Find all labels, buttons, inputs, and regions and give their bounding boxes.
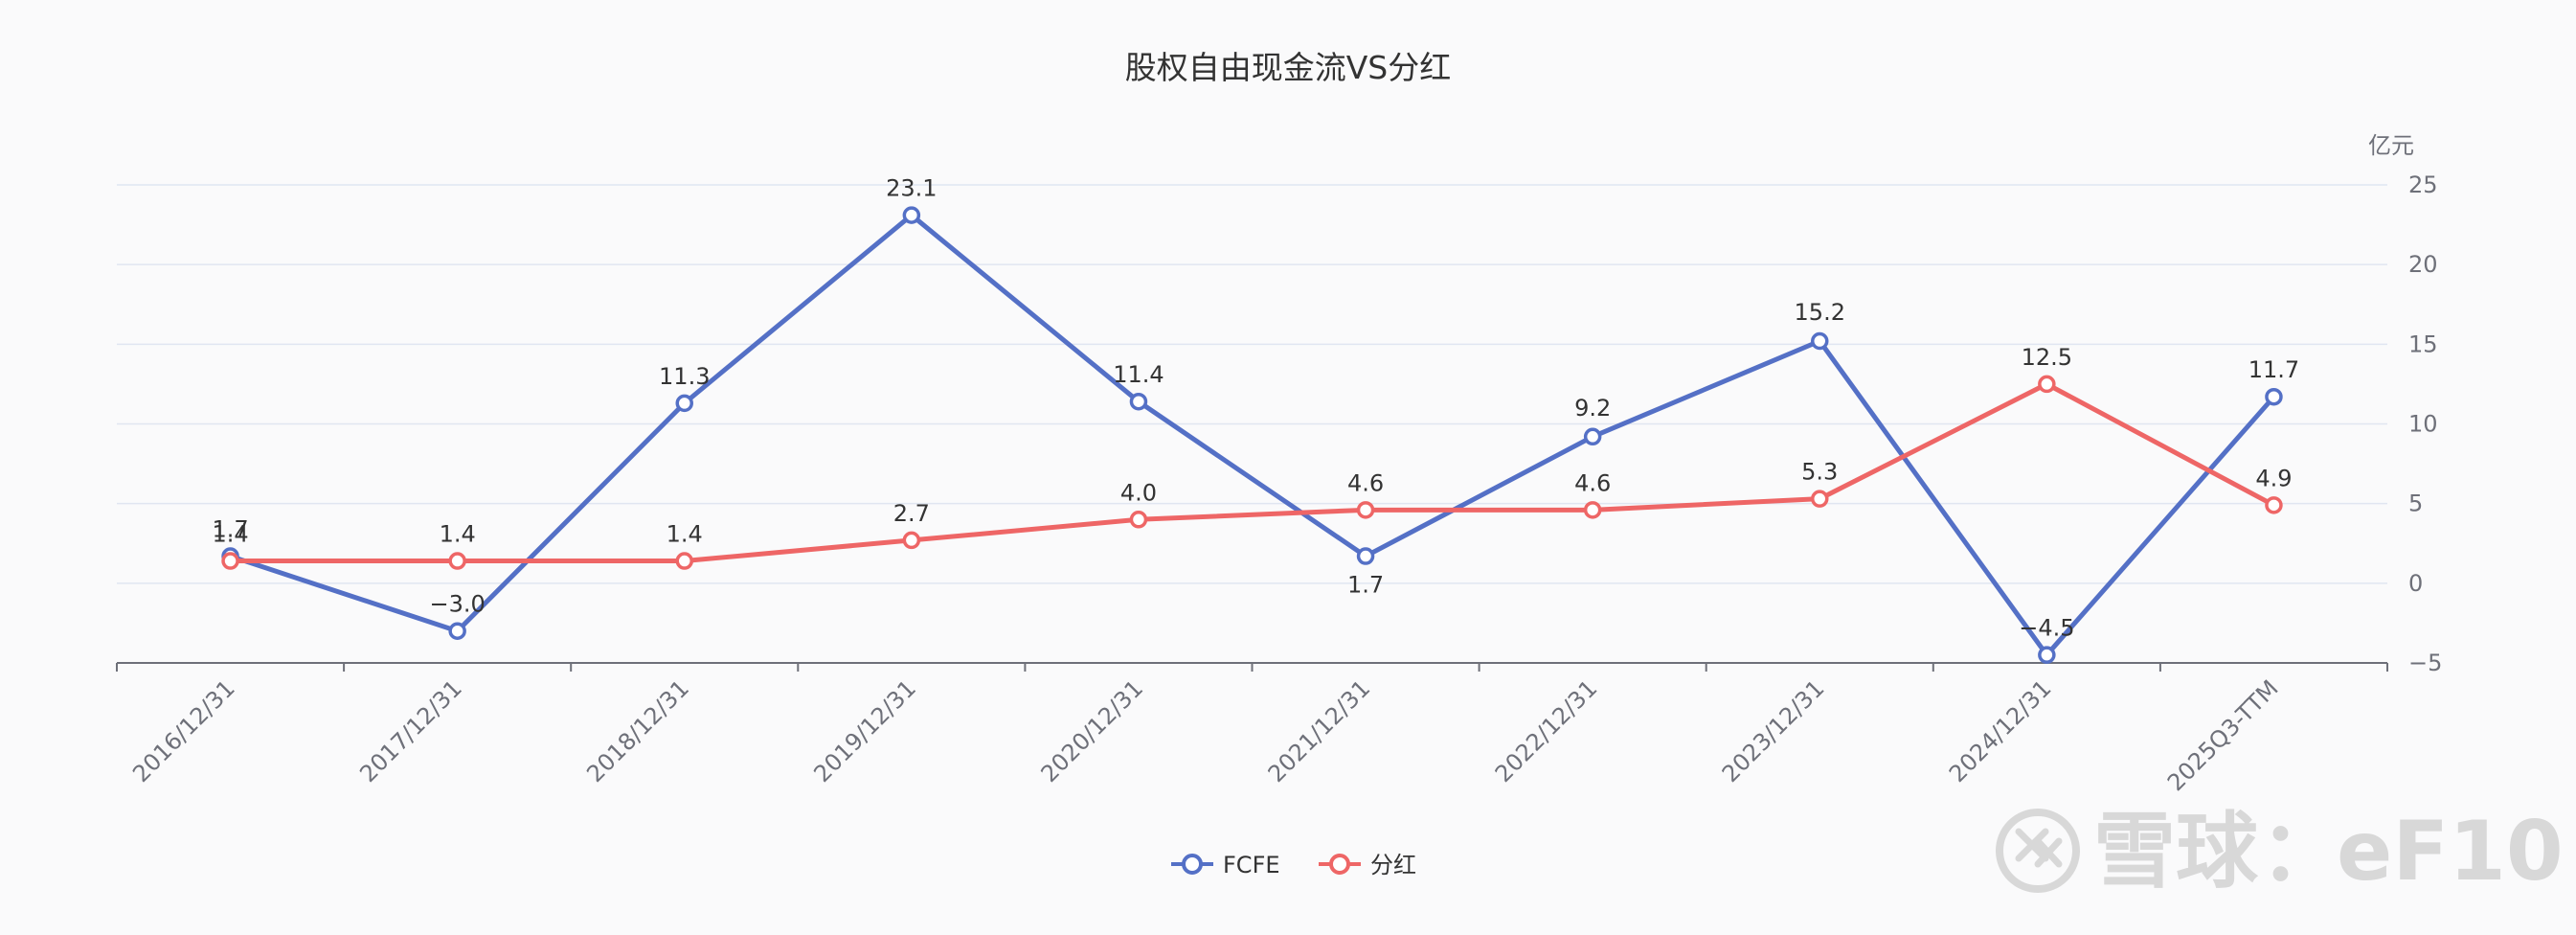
series-layer (221, 206, 2283, 664)
y-tick-label: 0 (2408, 570, 2423, 597)
data-label: 4.6 (1574, 469, 1611, 496)
y-tick-label: 10 (2408, 411, 2438, 438)
legend-label: 分红 (1370, 852, 1416, 878)
data-label: 1.7 (212, 516, 248, 543)
x-tick-label: 2018/12/31 (581, 674, 694, 787)
data-point (675, 552, 693, 570)
legend-label: FCFE (1223, 852, 1280, 878)
data-point (1129, 392, 1148, 411)
data-label: 2.7 (893, 500, 930, 527)
watermark: 雪球 ： eF10 (1996, 804, 2564, 900)
data-point (448, 622, 466, 640)
data-point (1811, 490, 1829, 508)
data-point (221, 552, 239, 570)
legend[interactable]: FCFE 分红 (1171, 852, 1416, 878)
data-label: 4.6 (1347, 469, 1384, 496)
data-label: 11.3 (659, 363, 710, 390)
legend-item-fcfe[interactable]: FCFE (1171, 852, 1280, 878)
data-point (2038, 375, 2056, 394)
data-label: 15.2 (1795, 299, 1845, 326)
data-label: 4.9 (2255, 465, 2292, 491)
x-tick-label: 2020/12/31 (1036, 674, 1149, 787)
series-dividend (221, 375, 2283, 570)
data-label: 1.4 (440, 521, 476, 548)
x-tick-label: 2019/12/31 (808, 674, 921, 787)
data-label: 1.4 (667, 521, 703, 548)
x-tick-label: 2023/12/31 (1717, 674, 1830, 787)
watermark-brand: 雪球 (2093, 804, 2259, 900)
data-label: −3.0 (430, 591, 486, 618)
data-label: 9.2 (1574, 395, 1611, 422)
legend-marker-icon (1182, 854, 1203, 875)
y-tick-label: 20 (2408, 251, 2438, 278)
data-label: 1.7 (1347, 572, 1384, 599)
data-label: 5.3 (1801, 459, 1838, 486)
grid-lines (117, 184, 2387, 584)
data-point (2265, 496, 2283, 514)
data-point (1356, 547, 1375, 565)
data-label: 12.5 (2022, 344, 2072, 371)
data-point (1129, 511, 1148, 529)
data-label: 11.4 (1113, 361, 1164, 388)
data-label: 4.0 (1120, 479, 1157, 506)
x-tick-label: 2025Q3-TTM (2162, 674, 2284, 796)
data-label: 1.4 (212, 521, 248, 548)
y-tick-label: 15 (2408, 331, 2438, 357)
x-tick-label: 2021/12/31 (1263, 674, 1376, 787)
series-line (229, 213, 2276, 658)
series-line (230, 381, 2275, 564)
y-tick-label: 25 (2408, 171, 2438, 198)
data-labels: 1.7 −3.0 11.3 23.1 11.4 1.7 9.2 15.2 −4.5 11.7 1.4… (212, 175, 2299, 642)
data-point (1583, 427, 1602, 446)
watermark-separator: ： (2260, 804, 2342, 900)
data-point (2265, 387, 2283, 406)
data-point (675, 394, 693, 413)
x-tick-label: 2017/12/31 (354, 674, 467, 787)
y-tick-label: −5 (2408, 650, 2442, 676)
data-label: 11.7 (2248, 356, 2299, 383)
data-point (1356, 501, 1375, 519)
data-point (2038, 646, 2056, 664)
legend-marker-icon (1329, 854, 1350, 875)
data-point (902, 531, 921, 550)
y-axis-unit: 亿元 (2368, 132, 2414, 159)
series-fcfe (221, 206, 2283, 664)
data-label: −4.5 (2019, 615, 2074, 642)
data-point (1811, 331, 1829, 351)
data-point (1583, 501, 1602, 519)
legend-item-dividend[interactable]: 分红 (1319, 852, 1416, 878)
x-tick-label: 2024/12/31 (1944, 674, 2057, 787)
y-axis-ticks: −5 0 5 10 15 20 25 (2408, 171, 2442, 676)
chart-title: 股权自由现金流VS分红 (1125, 49, 1452, 86)
data-point (448, 552, 466, 570)
data-label: 23.1 (886, 175, 937, 202)
data-point (902, 206, 921, 224)
xueqiu-logo-icon (1996, 809, 2080, 893)
y-tick-label: 5 (2408, 490, 2423, 517)
watermark-code: eF10 (2337, 804, 2564, 900)
x-axis: 2016/12/31 2017/12/31 2018/12/31 2019/12/31… (116, 662, 2388, 796)
x-tick-label: 2022/12/31 (1490, 674, 1603, 787)
x-tick-label: 2016/12/31 (127, 674, 240, 787)
